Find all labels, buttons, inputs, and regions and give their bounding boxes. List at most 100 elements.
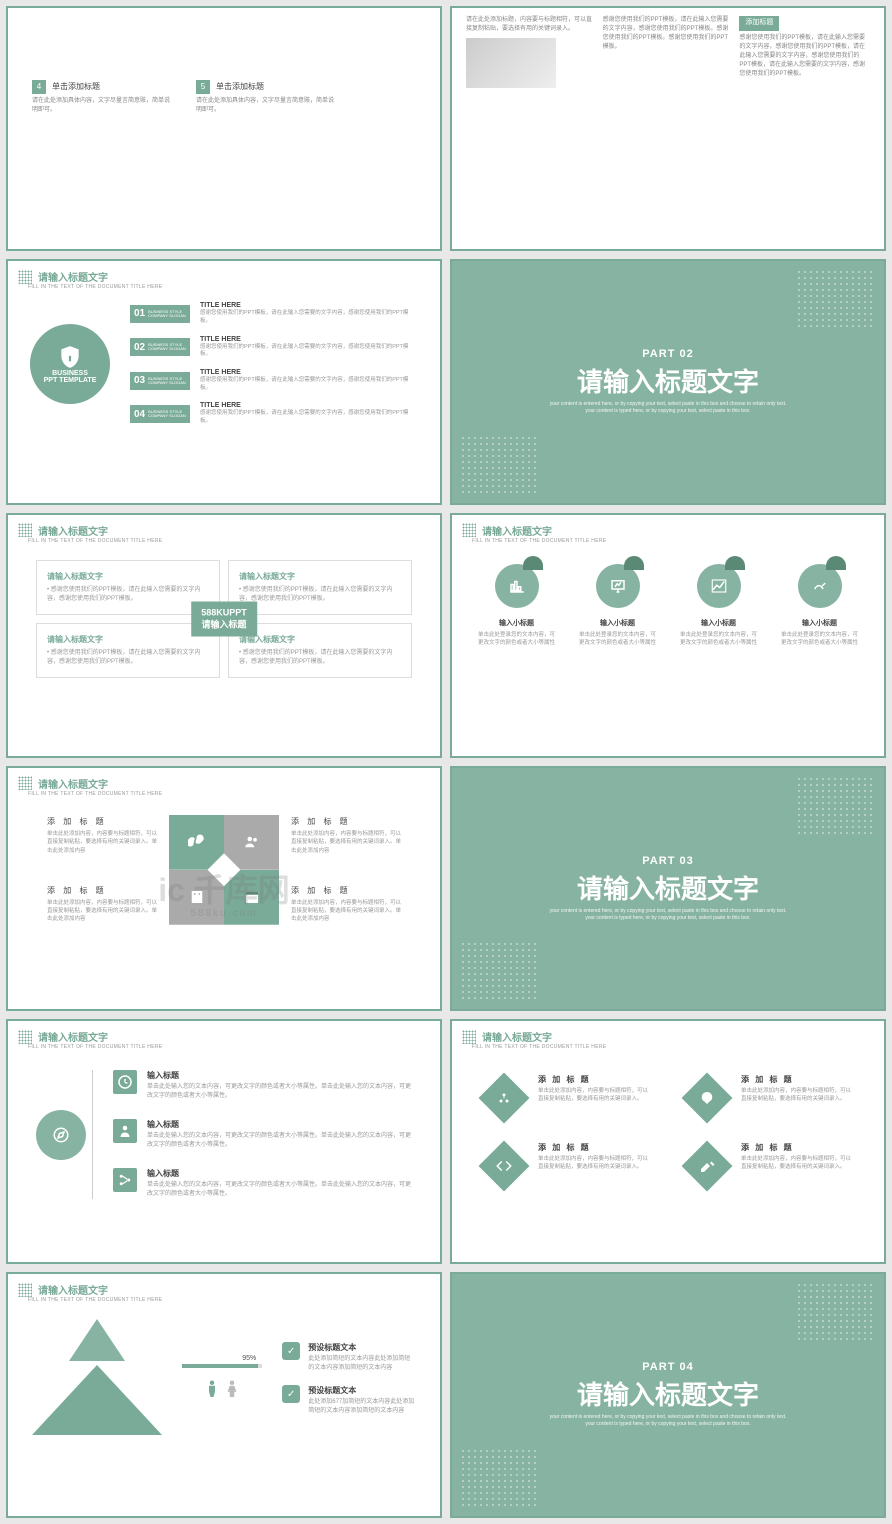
s3-row: 02BUSINESS STYLE COMPANY SLOGAN TITLE HE… [130, 336, 418, 359]
slide-6: 请输入标题文字 FILL IN THE TEXT OF THE DOCUMENT… [450, 513, 886, 758]
slide-11: 请输入标题文字 FILL IN THE TEXT OF THE DOCUMENT… [6, 1272, 442, 1517]
row-icon [113, 1168, 137, 1192]
s10-item: 添 加 标 题单击此处添加内容，内容要与标题相符，可以直接复制粘贴，要选择有用的… [683, 1142, 856, 1190]
box-title: 请输入标题文字 [47, 571, 209, 582]
pyramid-chart: 30% 70% [32, 1319, 162, 1439]
header-dots-icon [462, 523, 476, 537]
part-label: PART 02 [642, 348, 693, 360]
s6-item: 输入小标题 单击此处登录您的文本内容，可更改文字的颜色或者大小等属性 [780, 564, 860, 648]
header-dots-icon [18, 270, 32, 284]
item-desc: 单击此处登录您的文本内容，可更改文字的颜色或者大小等属性 [477, 631, 557, 648]
number-badge: 02BUSINESS STYLE COMPANY SLOGAN [130, 338, 190, 356]
part-title: 请输入标题文字 [577, 1375, 759, 1412]
watermark-sub: 588ku.com [191, 908, 258, 919]
slide-title: 请输入标题文字 [38, 776, 108, 791]
part-title: 请输入标题文字 [577, 362, 759, 399]
box-title: 请输入标题文字 [47, 634, 209, 645]
pyramid-top-pct: 30% [28, 1337, 42, 1344]
part-title: 请输入标题文字 [577, 869, 759, 906]
item-desc: 请在此处添加具体内容，文字尽量言简意赅，简单说明即可。 [196, 97, 336, 115]
pyramid-bot-pct: 70% [42, 1397, 56, 1404]
s1-item-4: 4 单击添加标题 请在此处添加具体内容，文字尽量言简意赅，简单说明即可。 [32, 80, 172, 115]
part-label: PART 04 [642, 1361, 693, 1373]
s10-item: 添 加 标 题单击此处添加内容，内容要与标题相符，可以直接复制粘贴，要选择有用的… [683, 1074, 856, 1122]
section-part02: PART 02 请输入标题文字 your content is entered … [450, 259, 886, 504]
diamond-icon [682, 1073, 733, 1124]
s3-row: 03BUSINESS STYLE COMPANY SLOGAN TITLE HE… [130, 369, 418, 392]
row-desc: 感谢您使用我们的PPT模板，请在此输入您需要的文字内容，感谢您使用我们的PPT模… [200, 344, 418, 359]
s7-block-tr: 添 加 标 题单击此处添加内容，内容要与标题相符，可以直接复制粘贴，要选择有用的… [291, 816, 401, 855]
row-title: TITLE HERE [200, 336, 418, 343]
chart-icon [495, 564, 539, 608]
check-desc: 此处添加简短的文本内容此处添加简短的文本内容添加简短的文本内容 [308, 1355, 416, 1373]
slide-3: 请输入标题文字 FILL IN THE TEXT OF THE DOCUMENT… [6, 259, 442, 504]
item-desc: 请在此处添加具体内容，文字尽量言简意赅，简单说明即可。 [32, 97, 172, 115]
number-badge: 01BUSINESS STYLE COMPANY SLOGAN [130, 305, 190, 323]
part-label: PART 03 [642, 855, 693, 867]
row-desc: 单击此处输入您的文本内容，可更改文字的颜色或者大小等属性。单击此处输入您的文本内… [147, 1083, 412, 1101]
placeholder-image [466, 38, 556, 88]
s9-row: 输入标题单击此处输入您的文本内容，可更改文字的颜色或者大小等属性。单击此处输入您… [113, 1168, 412, 1199]
part-subtitle: your content is entered here, or by copy… [550, 1414, 787, 1428]
slide-title: 请输入标题文字 [38, 1282, 108, 1297]
row-desc: 感谢您使用我们的PPT模板，请在此输入您需要的文字内容，感谢您使用我们的PPT模… [200, 310, 418, 325]
row-title: 输入标题 [147, 1119, 412, 1130]
bar-pct: 95% [182, 1355, 262, 1362]
diamond-icon [479, 1141, 530, 1192]
s9-row: 输入标题单击此处输入您的文本内容，可更改文字的颜色或者大小等属性。单击此处输入您… [113, 1119, 412, 1150]
s7-block-bl: 添 加 标 题单击此处添加内容，内容要与标题相符，可以直接复制粘贴，要选择有用的… [47, 885, 157, 924]
s3-row: 01BUSINESS STYLE COMPANY SLOGAN TITLE HE… [130, 302, 418, 325]
item-desc: 单击此处登录您的文本内容，可更改文字的颜色或者大小等属性 [679, 631, 759, 648]
item-desc: 单击此处添加内容，内容要与标题相符，可以直接复制粘贴，要选择有用的关键词录入。 [741, 1155, 856, 1172]
progress-bar [182, 1364, 262, 1368]
slide-9: 请输入标题文字 FILL IN THE TEXT OF THE DOCUMENT… [6, 1019, 442, 1264]
diamond-icon [479, 1073, 530, 1124]
check-desc: 此处添加677加简短的文本内容此处添加简短的文本内容添加简短的文本内容 [308, 1398, 416, 1416]
item-desc: 单击此处添加内容，内容要与标题相符，可以直接复制粘贴，要选择有用的关键词录入。 [741, 1087, 856, 1104]
number-badge: 03BUSINESS STYLE COMPANY SLOGAN [130, 372, 190, 390]
row-desc: 感谢您使用我们的PPT模板，请在此输入您需要的文字内容，感谢您使用我们的PPT模… [200, 410, 418, 425]
slide-title: 请输入标题文字 [482, 1029, 552, 1044]
box-desc: • 感谢您使用我们的PPT模板，请在此输入您需要的文字内容，感谢您使用我们的PP… [47, 649, 209, 667]
row-title: 输入标题 [147, 1168, 412, 1179]
s10-item: 添 加 标 题单击此处添加内容，内容要与标题相符，可以直接复制粘贴，要选择有用的… [480, 1074, 653, 1122]
box-title: 请输入标题文字 [239, 571, 401, 582]
item-title: 单击添加标题 [52, 82, 100, 91]
chart-icon [798, 564, 842, 608]
s6-item: 输入小标题 单击此处登录您的文本内容，可更改文字的颜色或者大小等属性 [578, 564, 658, 648]
diamond-icon [682, 1141, 733, 1192]
header-dots-icon [18, 523, 32, 537]
person-male-icon [203, 1374, 221, 1402]
item-desc: 单击此处登录您的文本内容，可更改文字的颜色或者大小等属性 [578, 631, 658, 648]
slide-2: 请在此处添加标题，内容要与标题相符，可以直接复制粘贴，要选择有用的关键词录入。 … [450, 6, 886, 251]
s2-col3: 添加标题 感谢您使用我们的PPT模板，请在此输入您需要的文字内容，感谢您使用我们… [739, 16, 870, 88]
row-title: TITLE HERE [200, 369, 418, 376]
check-icon: ✓ [282, 1342, 300, 1360]
slide-1: 4 单击添加标题 请在此处添加具体内容，文字尽量言简意赅，简单说明即可。 5 单… [6, 6, 442, 251]
item-title: 输入小标题 [477, 618, 557, 628]
slide-title: 请输入标题文字 [482, 523, 552, 538]
row-desc: 感谢您使用我们的PPT模板，请在此输入您需要的文字内容，感谢您使用我们的PPT模… [200, 377, 418, 392]
item-desc: 单击此处登录您的文本内容，可更改文字的颜色或者大小等属性 [780, 631, 860, 648]
chart-icon [697, 564, 741, 608]
slide-7: 请输入标题文字 FILL IN THE TEXT OF THE DOCUMENT… [6, 766, 442, 1011]
users-icon [224, 815, 279, 870]
s11-check-row: ✓ 预设标题文本此处添加简短的文本内容此处添加简短的文本内容添加简短的文本内容 [282, 1342, 416, 1373]
s9-row: 输入标题单击此处输入您的文本内容，可更改文字的颜色或者大小等属性。单击此处输入您… [113, 1070, 412, 1101]
box-desc: • 感谢您使用我们的PPT模板，请在此输入您需要的文字内容，感谢您使用我们的PP… [239, 586, 401, 604]
s2-col2: 感谢您使用我们的PPT模板，请在此输入您需要的文字内容，感谢您使用我们的PPT模… [603, 16, 734, 88]
s7-block-br: 添 加 标 题单击此处添加内容，内容要与标题相符，可以直接复制粘贴，要选择有用的… [291, 885, 401, 924]
number-badge: 04BUSINESS STYLE COMPANY SLOGAN [130, 405, 190, 423]
item-title: 添 加 标 题 [538, 1074, 653, 1085]
chart-icon [596, 564, 640, 608]
header-dots-icon [18, 1283, 32, 1297]
s6-item: 输入小标题 单击此处登录您的文本内容，可更改文字的颜色或者大小等属性 [477, 564, 557, 648]
compass-icon [36, 1110, 86, 1160]
header-dots-icon [18, 776, 32, 790]
item-title: 添 加 标 题 [741, 1142, 856, 1153]
row-title: TITLE HERE [200, 302, 418, 309]
s6-item: 输入小标题 单击此处登录您的文本内容，可更改文字的颜色或者大小等属性 [679, 564, 759, 648]
check-icon: ✓ [282, 1385, 300, 1403]
row-desc: 单击此处输入您的文本内容，可更改文字的颜色或者大小等属性。单击此处输入您的文本内… [147, 1181, 412, 1199]
slide-title: 请输入标题文字 [38, 1029, 108, 1044]
